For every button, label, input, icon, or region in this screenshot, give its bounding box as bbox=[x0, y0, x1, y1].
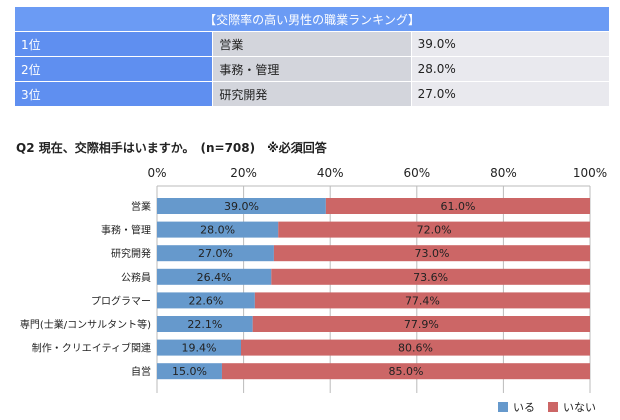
ranking-rank: 3位 bbox=[13, 81, 214, 107]
category-label: プログラマー bbox=[91, 294, 151, 307]
bar-iru bbox=[157, 245, 274, 262]
category-label: 公務員 bbox=[121, 271, 151, 284]
bar-inai bbox=[271, 268, 590, 285]
ranking-row: 3位 研究開発 27.0% bbox=[13, 81, 611, 107]
data-label: 72.0% bbox=[417, 224, 452, 237]
data-label: 80.6% bbox=[398, 342, 433, 355]
bar-iru bbox=[157, 268, 272, 285]
legend-swatch-iru bbox=[498, 402, 508, 412]
bar-inai bbox=[221, 363, 590, 380]
x-tick-label: 60% bbox=[403, 166, 430, 180]
ranking-job: 事務・管理 bbox=[212, 56, 412, 82]
survey-question: Q2 現在、交際相手はいますか。 (n=708) ※必須回答 bbox=[16, 141, 327, 155]
bar-inai bbox=[278, 221, 590, 238]
bar-inai bbox=[325, 198, 590, 214]
ranking-row: 2位 事務・管理 28.0% bbox=[13, 56, 611, 82]
legend-label: いる bbox=[513, 401, 535, 414]
bar-inai bbox=[273, 245, 590, 262]
category-label: 事務・管理 bbox=[101, 224, 151, 237]
bar-iru bbox=[157, 363, 222, 380]
category-label: 制作・クリエイティブ関連 bbox=[32, 342, 151, 355]
ranking-table: 【交際率の高い男性の職業ランキング】 1位 営業 39.0% 2位 事務・管理 … bbox=[13, 6, 611, 107]
data-label: 15.0% bbox=[172, 365, 207, 378]
bar-iru bbox=[157, 198, 326, 214]
data-label: 39.0% bbox=[224, 200, 259, 213]
data-label: 22.1% bbox=[187, 318, 222, 331]
category-label: 研究開発 bbox=[111, 247, 151, 260]
x-tick-label: 100% bbox=[573, 166, 607, 180]
data-label: 27.0% bbox=[198, 247, 233, 260]
data-label: 22.6% bbox=[188, 294, 223, 307]
bar-inai bbox=[252, 316, 590, 332]
legend-label: いない bbox=[563, 401, 596, 414]
bar-iru bbox=[157, 292, 255, 309]
ranking-row: 1位 営業 39.0% bbox=[13, 31, 611, 57]
ranking-rank: 2位 bbox=[13, 56, 214, 82]
data-label: 77.4% bbox=[405, 294, 440, 307]
data-label: 19.4% bbox=[182, 342, 217, 355]
ranking-percent: 28.0% bbox=[410, 56, 611, 82]
x-tick-label: 80% bbox=[490, 166, 517, 180]
data-label: 28.0% bbox=[200, 224, 235, 237]
data-label: 26.4% bbox=[197, 271, 232, 284]
category-label: 専門(士業/コンサルタント等) bbox=[20, 318, 151, 331]
legend-swatch-inai bbox=[548, 402, 558, 412]
data-label: 73.6% bbox=[413, 271, 448, 284]
x-tick-label: 40% bbox=[317, 166, 344, 180]
data-label: 61.0% bbox=[440, 200, 475, 213]
ranking-percent: 39.0% bbox=[410, 31, 611, 57]
category-label: 自営 bbox=[131, 365, 151, 378]
bar-iru bbox=[157, 316, 253, 332]
data-label: 77.9% bbox=[404, 318, 439, 331]
bar-inai bbox=[241, 339, 590, 356]
ranking-title: 【交際率の高い男性の職業ランキング】 bbox=[14, 6, 610, 32]
ranking-job: 研究開発 bbox=[212, 81, 412, 107]
x-tick-label: 20% bbox=[230, 166, 257, 180]
ranking-percent: 27.0% bbox=[410, 81, 611, 107]
bar-iru bbox=[157, 339, 242, 356]
bar-inai bbox=[254, 292, 590, 309]
x-tick-label: 0% bbox=[147, 166, 166, 180]
category-label: 営業 bbox=[131, 200, 151, 213]
bar-iru bbox=[157, 221, 279, 238]
data-label: 73.0% bbox=[414, 247, 449, 260]
data-label: 85.0% bbox=[388, 365, 423, 378]
